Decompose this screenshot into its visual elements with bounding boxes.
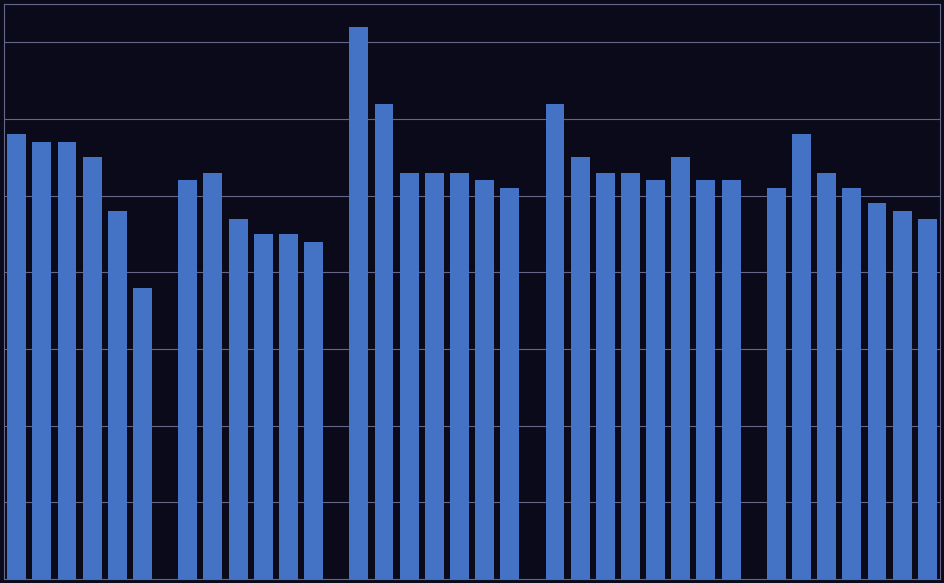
Bar bbox=[818, 173, 836, 579]
Bar bbox=[204, 173, 223, 579]
Bar bbox=[279, 234, 297, 579]
Bar bbox=[425, 173, 444, 579]
Bar bbox=[83, 157, 102, 579]
Bar bbox=[254, 234, 273, 579]
Bar bbox=[893, 211, 912, 579]
Bar bbox=[671, 157, 690, 579]
Bar bbox=[228, 219, 247, 579]
Bar bbox=[32, 142, 51, 579]
Bar bbox=[767, 188, 785, 579]
Bar bbox=[58, 142, 76, 579]
Bar bbox=[621, 173, 640, 579]
Bar bbox=[8, 135, 26, 579]
Bar bbox=[500, 188, 519, 579]
Bar bbox=[697, 180, 716, 579]
Bar bbox=[133, 287, 152, 579]
Bar bbox=[304, 242, 323, 579]
Bar bbox=[792, 135, 811, 579]
Bar bbox=[399, 173, 418, 579]
Bar bbox=[375, 104, 394, 579]
Bar bbox=[721, 180, 740, 579]
Bar bbox=[571, 157, 590, 579]
Bar bbox=[596, 173, 615, 579]
Bar bbox=[918, 219, 936, 579]
Bar bbox=[647, 180, 665, 579]
Bar bbox=[842, 188, 861, 579]
Bar bbox=[349, 27, 368, 579]
Bar bbox=[178, 180, 197, 579]
Bar bbox=[450, 173, 469, 579]
Bar bbox=[546, 104, 565, 579]
Bar bbox=[475, 180, 494, 579]
Bar bbox=[108, 211, 126, 579]
Bar bbox=[868, 203, 886, 579]
